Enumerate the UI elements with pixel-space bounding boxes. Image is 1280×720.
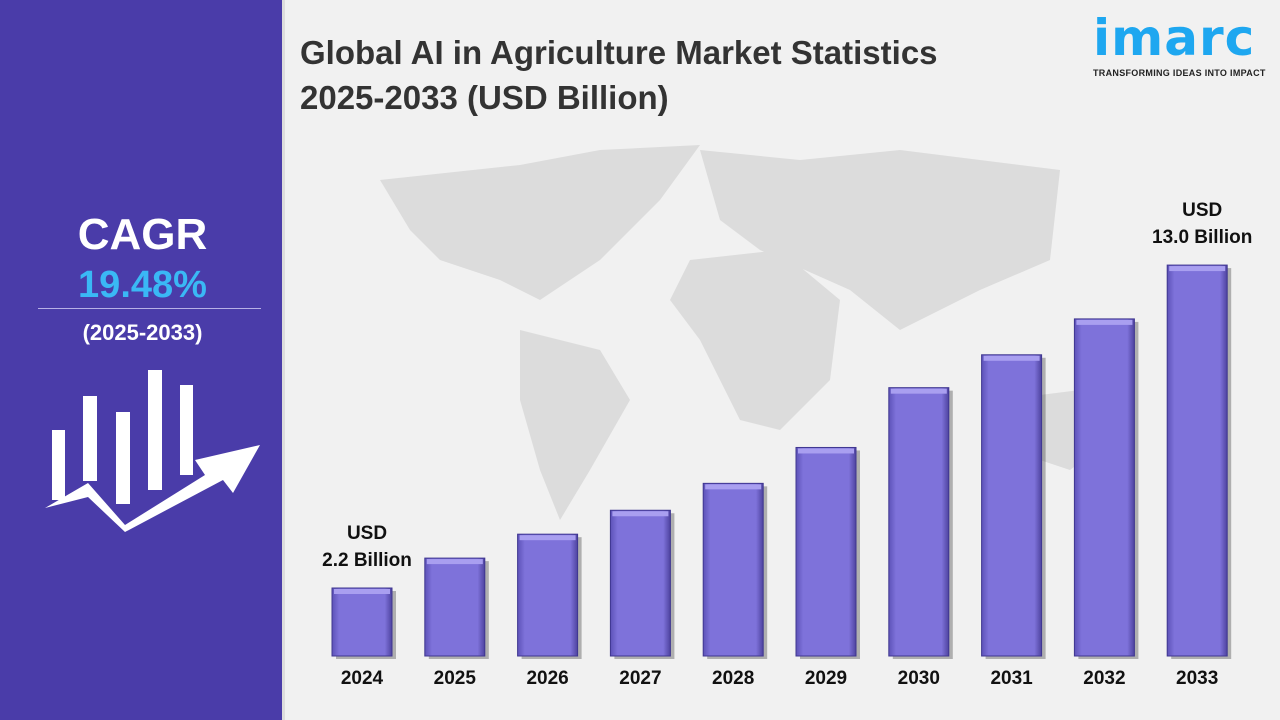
x-tick-label: 2024 <box>341 668 384 689</box>
cagr-period: (2025-2033) <box>82 320 203 345</box>
x-tick-label: 2032 <box>1083 668 1125 689</box>
bar-2024 <box>331 587 393 657</box>
bar-highlight <box>1169 266 1226 272</box>
data-label-value: 2.2 Billion <box>322 550 412 571</box>
cagr-panel: CAGR 19.48% (2025-2033) <box>0 0 285 720</box>
bar-2029 <box>795 446 857 657</box>
cagr-value: 19.48% <box>78 264 207 306</box>
data-label-value: 13.0 Billion <box>1152 227 1252 248</box>
logo-tagline: TRANSFORMING IDEAS INTO IMPACT <box>1093 68 1266 78</box>
bar-2027 <box>609 509 671 657</box>
title-line-2: 2025-2033 (USD Billion) <box>300 79 669 116</box>
bar-highlight <box>890 388 947 394</box>
cagr-label: CAGR <box>77 210 208 259</box>
bar-highlight <box>519 535 576 541</box>
x-tick-label: 2031 <box>990 668 1033 689</box>
bar-2028 <box>702 482 764 657</box>
x-tick-label: 2033 <box>1176 668 1218 689</box>
bar-highlight <box>426 559 483 565</box>
bar-2030 <box>888 387 950 657</box>
x-tick-label: 2025 <box>434 668 477 689</box>
bar-2033 <box>1166 264 1228 657</box>
bar-2032 <box>1073 318 1135 657</box>
divider <box>38 308 261 309</box>
title-line-1: Global AI in Agriculture Market Statisti… <box>300 34 938 71</box>
bar-highlight <box>1076 319 1133 325</box>
bar-highlight <box>705 484 762 490</box>
x-tick-label: 2027 <box>619 668 661 689</box>
growth-chart-icon <box>45 370 260 532</box>
bar-2025 <box>424 557 486 657</box>
bar-highlight <box>798 448 854 454</box>
bar-2031 <box>981 354 1043 657</box>
x-tick-label: 2030 <box>898 668 940 689</box>
data-label-unit: USD <box>1182 200 1222 221</box>
imarc-logo: imarc TRANSFORMING IDEAS INTO IMPACT <box>1093 8 1266 78</box>
bar-highlight <box>983 355 1040 361</box>
x-tick-label: 2028 <box>712 668 754 689</box>
chart-title: Global AI in Agriculture Market Statisti… <box>300 30 938 120</box>
x-tick-label: 2026 <box>526 668 568 689</box>
bar-highlight <box>612 511 669 517</box>
world-map <box>380 145 1110 520</box>
logo-text: imarc <box>1093 9 1256 67</box>
bar-highlight <box>334 589 390 594</box>
x-tick-label: 2029 <box>805 668 847 689</box>
bar-2026 <box>517 533 579 657</box>
data-label-unit: USD <box>347 523 387 544</box>
